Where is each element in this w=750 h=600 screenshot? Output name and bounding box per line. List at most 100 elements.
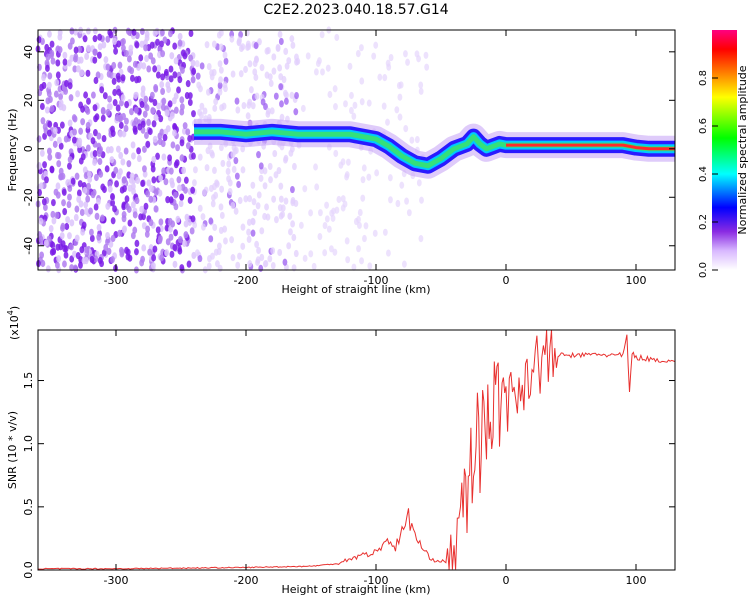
spectrogram-cell bbox=[241, 101, 247, 110]
spectrogram-cell bbox=[265, 46, 271, 55]
spectrogram-cell bbox=[110, 192, 115, 201]
spectrogram-cell bbox=[150, 57, 156, 65]
spectrogram-cell bbox=[345, 256, 351, 264]
spectrogram-cell bbox=[134, 41, 140, 49]
spectrogram-cell bbox=[249, 86, 254, 94]
spectrogram-cell bbox=[292, 162, 297, 171]
spectrogram-cell bbox=[168, 29, 173, 38]
spectrogram-cell bbox=[57, 46, 63, 54]
spectrogram-cell bbox=[319, 31, 325, 39]
spectrogram-cell bbox=[111, 77, 117, 85]
spectrogram-cell bbox=[349, 106, 354, 115]
spectrogram-cell bbox=[67, 184, 73, 192]
spectrogram-cell bbox=[184, 213, 190, 221]
spectrogram-cell bbox=[92, 27, 98, 35]
spectrogram-cell bbox=[201, 223, 206, 231]
spectrogram-cell bbox=[80, 228, 86, 236]
spectrogram-cell bbox=[259, 253, 265, 262]
spectrogram-cell bbox=[153, 205, 159, 213]
spectrogram-cell bbox=[397, 113, 403, 121]
spectrogram-cell bbox=[41, 198, 47, 206]
spectrogram-cell bbox=[351, 112, 357, 120]
spectrogram-cell bbox=[124, 246, 129, 255]
spectrogram-cell bbox=[202, 188, 207, 197]
spectrogram-cell bbox=[414, 50, 420, 58]
spectrogram-cell bbox=[134, 196, 140, 205]
spectrogram-cell bbox=[264, 203, 269, 211]
spectrogram-cell bbox=[187, 134, 193, 143]
spectrogram-cell bbox=[41, 73, 46, 82]
spectrogram-cell bbox=[63, 87, 69, 95]
spectrogram-cell bbox=[259, 64, 265, 72]
spectrogram-x-tick-label: -100 bbox=[364, 274, 389, 287]
spectrogram-cell bbox=[217, 81, 223, 90]
spectrogram-cell bbox=[96, 132, 102, 140]
spectrogram-cell bbox=[246, 218, 252, 226]
spectrogram-cell bbox=[272, 149, 278, 158]
spectrogram-cell bbox=[366, 99, 372, 107]
spectrogram-cell bbox=[181, 166, 187, 175]
spectrogram-cell bbox=[257, 38, 262, 46]
spectrogram-cell bbox=[171, 97, 177, 105]
spectrogram-cell bbox=[424, 63, 430, 71]
spectrogram-cell bbox=[256, 151, 261, 159]
spectrogram-cell bbox=[240, 43, 246, 51]
spectrogram-cell bbox=[148, 52, 154, 60]
spectrogram-cell bbox=[159, 254, 165, 262]
spectrogram-cell bbox=[255, 202, 261, 210]
spectrogram-cell bbox=[44, 106, 50, 114]
spectrogram-cell bbox=[206, 62, 212, 71]
spectrogram-cell bbox=[219, 185, 225, 193]
spectrogram-cell bbox=[173, 106, 179, 114]
spectrogram-cell bbox=[102, 92, 108, 100]
spectrogram-cell bbox=[246, 235, 252, 244]
spectrogram-cell bbox=[100, 214, 105, 222]
spectrogram-cell bbox=[39, 149, 45, 157]
spectrogram-cell bbox=[58, 103, 64, 111]
spectrogram-cell bbox=[278, 37, 284, 46]
svg-text:(x104): (x104) bbox=[6, 306, 21, 340]
spectrogram-cell bbox=[174, 159, 180, 167]
spectrogram-cell bbox=[168, 65, 174, 73]
spectrogram-cell bbox=[123, 49, 129, 58]
spectrogram-cell bbox=[278, 212, 284, 220]
spectrogram-cell bbox=[83, 91, 89, 99]
snr-scale-exponent: 4 bbox=[6, 310, 15, 315]
snr-x-axis-label: Height of straight line (km) bbox=[281, 583, 430, 596]
spectrogram-cell bbox=[92, 158, 97, 166]
spectrogram-cell bbox=[161, 153, 167, 161]
spectrogram-cell bbox=[75, 90, 81, 98]
snr-y-tick-label: 1.0 bbox=[22, 435, 35, 453]
spectrogram-cell bbox=[382, 74, 388, 82]
spectrogram-cell bbox=[89, 234, 95, 242]
spectrogram-cell bbox=[191, 251, 197, 260]
spectrogram-x-ticks: -300 -200 -100 0 100 bbox=[104, 30, 647, 287]
spectrogram-cell bbox=[322, 221, 328, 230]
spectrogram-cell bbox=[332, 85, 338, 93]
spectrogram-cell bbox=[49, 166, 55, 174]
spectrogram-cell bbox=[66, 200, 72, 209]
spectrogram-cell bbox=[100, 183, 106, 191]
spectrogram-cell bbox=[211, 40, 217, 48]
spectrogram-cell bbox=[291, 233, 297, 242]
spectrogram-cell bbox=[360, 194, 366, 202]
spectrogram-cell bbox=[58, 93, 63, 101]
spectrogram-cell bbox=[113, 47, 118, 55]
spectrogram-cell bbox=[55, 191, 61, 199]
spectrogram-cell bbox=[155, 226, 161, 234]
spectrogram-x-tick-label: 0 bbox=[503, 274, 510, 287]
spectrogram-cell bbox=[233, 157, 239, 165]
spectrogram-cell bbox=[160, 73, 166, 81]
spectrogram-cell bbox=[194, 60, 200, 68]
spectrogram-cell bbox=[141, 62, 147, 70]
spectrogram-cell bbox=[177, 236, 183, 244]
spectrogram-cell bbox=[87, 175, 93, 183]
spectrogram-cell bbox=[258, 264, 264, 272]
spectrogram-cell bbox=[132, 127, 138, 135]
spectrogram-cell bbox=[65, 216, 71, 224]
spectrogram-cell bbox=[247, 195, 253, 203]
spectrogram-cell bbox=[130, 74, 135, 82]
spectrogram-cell bbox=[120, 74, 126, 82]
spectrogram-cell bbox=[311, 262, 317, 271]
spectrogram-cell bbox=[152, 135, 158, 143]
